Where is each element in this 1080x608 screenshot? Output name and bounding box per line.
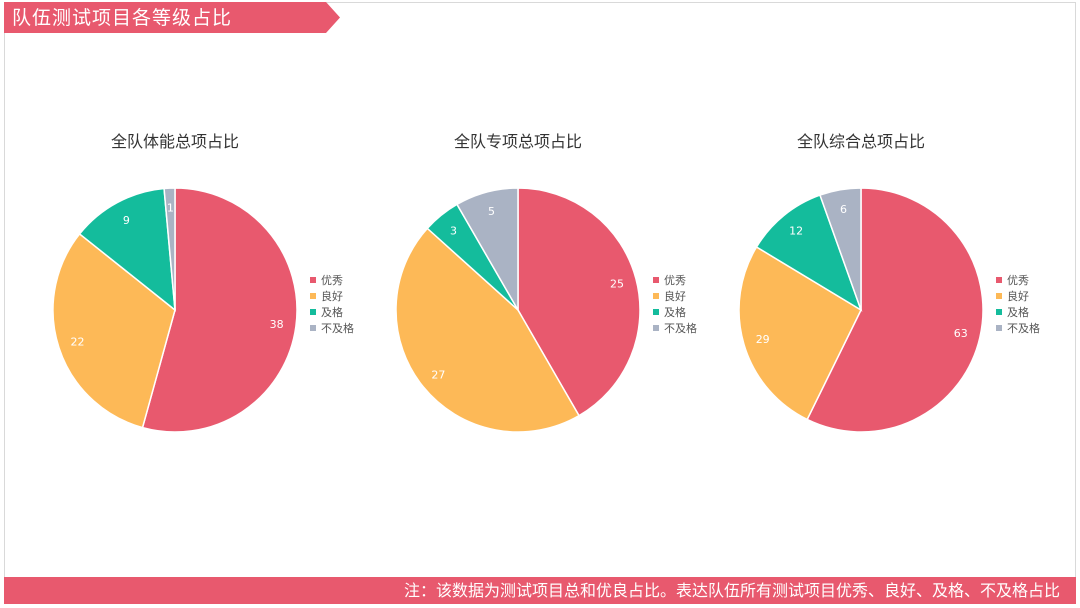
- chart-title-specialty: 全队专项总项占比: [453, 132, 582, 151]
- legend-label-fail: 不及格: [1007, 322, 1040, 335]
- legend-swatch-pass: [653, 309, 659, 315]
- pie-slice-pass: [78, 187, 176, 312]
- legend-item-pass: 及格: [996, 305, 1040, 321]
- page-title: 队伍测试项目各等级占比: [12, 7, 233, 29]
- pie-slice-good: [395, 227, 581, 433]
- legend-swatch-good: [653, 293, 659, 299]
- chart-title-physical: 全队体能总项占比: [110, 132, 239, 151]
- legend-label-good: 良好: [321, 290, 343, 303]
- data-label-fail: 5: [488, 205, 495, 218]
- legend-overall: 优秀 良好 及格 不及格: [996, 273, 1040, 337]
- legend-label-good: 良好: [664, 290, 686, 303]
- legend-item-excellent: 优秀: [996, 273, 1040, 289]
- legend-swatch-fail: [310, 325, 316, 331]
- data-label-excellent: 63: [954, 327, 968, 340]
- legend-swatch-fail: [653, 325, 659, 331]
- pie-slice-excellent: [517, 187, 641, 417]
- legend-item-pass: 及格: [310, 305, 354, 321]
- chart-specialty: 25 27 3 5 全队专项总项占比 优秀 良好 及格 不及格: [393, 120, 733, 450]
- footer-note: 注：该数据为测试项目总和优良占比。表达队伍所有测试项目优秀、良好、及格、不及格占…: [403, 581, 1060, 600]
- legend-label-good: 良好: [1007, 290, 1029, 303]
- chart-overall: 63 29 12 6 全队综合总项占比 优秀 良好 及格 不及格: [736, 120, 1076, 450]
- legend-label-excellent: 优秀: [321, 274, 343, 287]
- data-label-good: 22: [71, 336, 85, 349]
- data-label-good: 29: [756, 333, 770, 346]
- title-banner: 队伍测试项目各等级占比: [4, 2, 340, 33]
- legend-item-good: 良好: [310, 289, 354, 305]
- legend-swatch-good: [996, 293, 1002, 299]
- legend-swatch-excellent: [653, 277, 659, 283]
- data-label-good: 27: [431, 369, 445, 382]
- legend-label-excellent: 优秀: [664, 274, 686, 287]
- legend-item-good: 良好: [653, 289, 697, 305]
- pie-svg-physical: 38 22 9 1: [52, 187, 298, 433]
- legend-label-excellent: 优秀: [1007, 274, 1029, 287]
- pie-slice-pass: [755, 194, 863, 312]
- chart-physical: 38 22 9 1 全队体能总项占比 优秀 良好 及格 不及格: [50, 120, 390, 450]
- data-label-fail: 6: [840, 203, 847, 216]
- legend-specialty: 优秀 良好 及格 不及格: [653, 273, 697, 337]
- pie-svg-specialty: 25 27 3 5: [395, 187, 641, 433]
- pie-slice-fail: [819, 187, 862, 311]
- legend-physical: 优秀 良好 及格 不及格: [310, 273, 354, 337]
- pie-slice-good: [52, 232, 176, 429]
- legend-label-pass: 及格: [1007, 306, 1029, 319]
- legend-item-good: 良好: [996, 289, 1040, 305]
- legend-swatch-good: [310, 293, 316, 299]
- legend-label-fail: 不及格: [664, 322, 697, 335]
- pie-slice-excellent: [806, 187, 984, 433]
- pie-slice-fail: [455, 187, 519, 313]
- legend-label-pass: 及格: [321, 306, 343, 319]
- legend-swatch-excellent: [310, 277, 316, 283]
- chart-title-overall: 全队综合总项占比: [796, 132, 925, 151]
- data-label-excellent: 25: [610, 278, 624, 291]
- legend-label-pass: 及格: [664, 306, 686, 319]
- footer-bar: 注：该数据为测试项目总和优良占比。表达队伍所有测试项目优秀、良好、及格、不及格占…: [4, 577, 1076, 604]
- legend-item-excellent: 优秀: [310, 273, 354, 289]
- pie-slice-excellent: [141, 187, 298, 433]
- data-label-pass: 3: [450, 224, 457, 237]
- legend-item-fail: 不及格: [653, 321, 697, 337]
- pie-slice-fail: [163, 187, 176, 311]
- legend-item-fail: 不及格: [310, 321, 354, 337]
- pie-slice-good: [738, 245, 862, 421]
- data-label-pass: 9: [123, 214, 130, 227]
- legend-item-excellent: 优秀: [653, 273, 697, 289]
- data-label-pass: 12: [789, 225, 803, 238]
- legend-swatch-excellent: [996, 277, 1002, 283]
- legend-swatch-fail: [996, 325, 1002, 331]
- title-banner-shape: [4, 2, 340, 33]
- legend-item-pass: 及格: [653, 305, 697, 321]
- legend-swatch-pass: [310, 309, 316, 315]
- legend-swatch-pass: [996, 309, 1002, 315]
- pie-svg-overall: 63 29 12 6: [738, 187, 984, 433]
- data-label-excellent: 38: [270, 318, 284, 331]
- legend-item-fail: 不及格: [996, 321, 1040, 337]
- legend-label-fail: 不及格: [321, 322, 354, 335]
- data-label-fail: 1: [167, 202, 174, 215]
